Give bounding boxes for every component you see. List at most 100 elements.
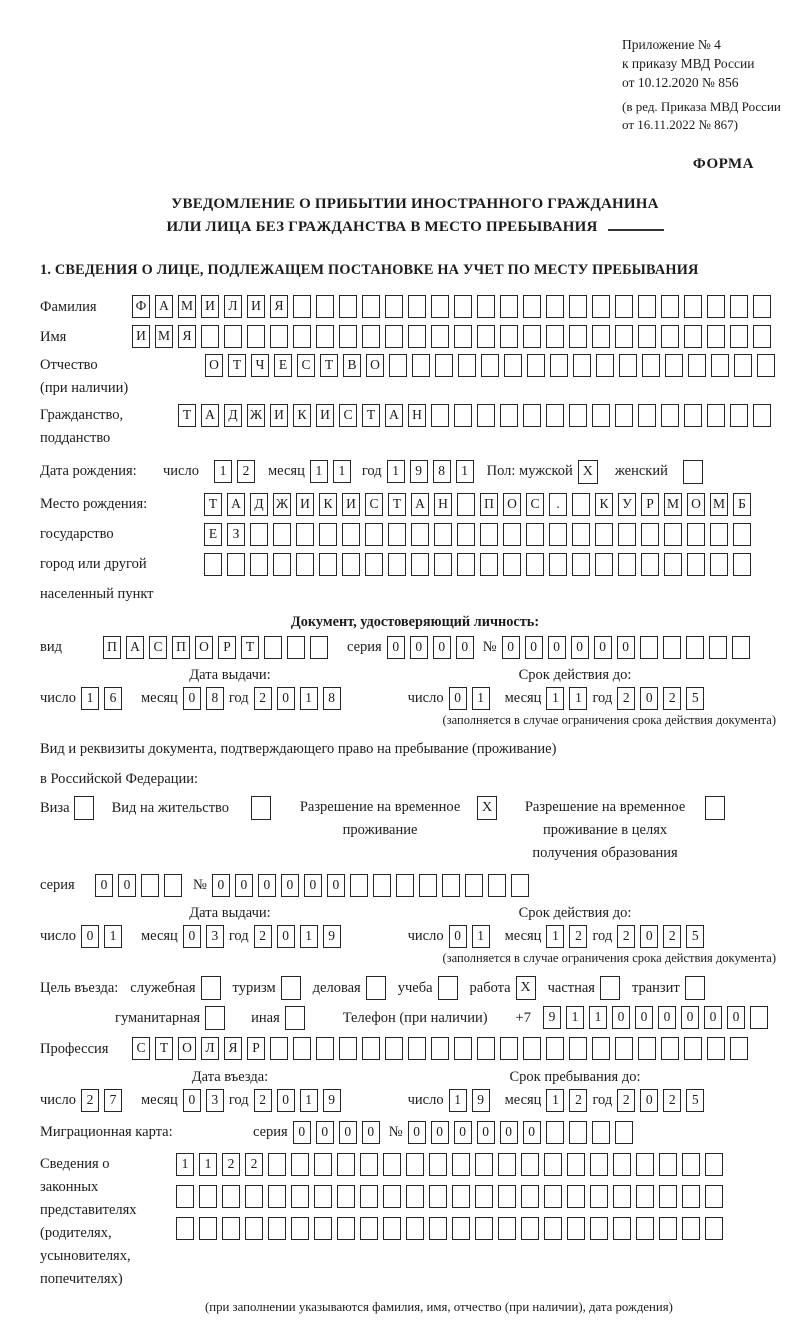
char-box[interactable]: [707, 294, 725, 318]
char-box[interactable]: Ж: [247, 403, 265, 427]
char-box[interactable]: 0: [182, 686, 201, 710]
char-box[interactable]: [270, 1036, 288, 1060]
char-box[interactable]: 1: [80, 686, 99, 710]
char-box[interactable]: 0: [407, 1120, 426, 1144]
char-box[interactable]: У: [618, 492, 636, 516]
char-box[interactable]: [500, 324, 518, 348]
char-box[interactable]: К: [319, 492, 337, 516]
char-box[interactable]: [638, 324, 656, 348]
char-box[interactable]: [641, 522, 659, 546]
char-box[interactable]: [682, 1216, 700, 1240]
char-box[interactable]: Т: [362, 403, 380, 427]
char-box[interactable]: [659, 1152, 677, 1176]
char-box[interactable]: 0: [570, 635, 589, 659]
char-box[interactable]: [665, 353, 683, 377]
char-box[interactable]: [521, 1184, 539, 1208]
char-box[interactable]: [316, 294, 334, 318]
char-box[interactable]: [730, 1036, 748, 1060]
char-box[interactable]: 1: [299, 924, 318, 948]
char-box[interactable]: 2: [569, 1088, 588, 1112]
char-box[interactable]: 0: [276, 924, 295, 948]
char-box[interactable]: 0: [315, 1120, 334, 1144]
checkbox-purpose-other[interactable]: [284, 1005, 305, 1030]
char-box[interactable]: П: [103, 635, 121, 659]
char-box[interactable]: 0: [432, 635, 451, 659]
char-box[interactable]: [475, 1216, 493, 1240]
char-box[interactable]: 1: [448, 1088, 467, 1112]
char-box[interactable]: О: [178, 1036, 196, 1060]
char-box[interactable]: [477, 403, 495, 427]
char-box[interactable]: [521, 1216, 539, 1240]
char-box[interactable]: 1: [214, 460, 232, 484]
char-box[interactable]: 8: [432, 460, 451, 484]
char-box[interactable]: 3: [205, 1088, 224, 1112]
char-box[interactable]: 0: [640, 1088, 659, 1112]
char-box[interactable]: [707, 1036, 725, 1060]
char-box[interactable]: [569, 1036, 587, 1060]
char-box[interactable]: 0: [448, 924, 467, 948]
char-box[interactable]: [429, 1216, 447, 1240]
char-box[interactable]: 0: [611, 1006, 630, 1030]
char-box[interactable]: 2: [569, 924, 588, 948]
char-box[interactable]: 0: [640, 924, 659, 948]
char-box[interactable]: [682, 1184, 700, 1208]
char-box[interactable]: [408, 324, 426, 348]
char-box[interactable]: 0: [257, 873, 276, 897]
char-box[interactable]: [452, 1152, 470, 1176]
char-box[interactable]: 0: [499, 1120, 518, 1144]
char-box[interactable]: [314, 1184, 332, 1208]
char-box[interactable]: [567, 1216, 585, 1240]
char-box[interactable]: [458, 353, 476, 377]
char-box[interactable]: [406, 1216, 424, 1240]
char-box[interactable]: И: [342, 492, 360, 516]
char-box[interactable]: [383, 1216, 401, 1240]
char-box[interactable]: [477, 324, 495, 348]
char-box[interactable]: [434, 522, 452, 546]
char-box[interactable]: [339, 1036, 357, 1060]
char-box[interactable]: [268, 1184, 286, 1208]
char-box[interactable]: Т: [155, 1036, 173, 1060]
char-box[interactable]: [572, 492, 590, 516]
char-box[interactable]: Т: [204, 492, 222, 516]
char-box[interactable]: Я: [270, 294, 288, 318]
char-box[interactable]: [268, 1216, 286, 1240]
char-box[interactable]: И: [132, 324, 150, 348]
char-box[interactable]: И: [201, 294, 219, 318]
char-box[interactable]: О: [195, 635, 213, 659]
char-box[interactable]: [545, 1120, 564, 1144]
char-box[interactable]: [705, 1184, 723, 1208]
char-box[interactable]: М: [664, 492, 682, 516]
char-box[interactable]: 0: [326, 873, 345, 897]
char-box[interactable]: 0: [276, 1088, 295, 1112]
char-box[interactable]: Н: [408, 403, 426, 427]
char-box[interactable]: 0: [703, 1006, 722, 1030]
checkbox-purpose-business[interactable]: [365, 975, 386, 1000]
char-box[interactable]: [441, 873, 460, 897]
char-box[interactable]: С: [365, 492, 383, 516]
char-box[interactable]: [590, 1152, 608, 1176]
checkbox-visa[interactable]: [73, 795, 94, 820]
char-box[interactable]: С: [526, 492, 544, 516]
char-box[interactable]: [733, 552, 751, 576]
char-box[interactable]: Т: [320, 353, 338, 377]
char-box[interactable]: [636, 1152, 654, 1176]
char-box[interactable]: [287, 635, 305, 659]
char-box[interactable]: [454, 403, 472, 427]
char-box[interactable]: [418, 873, 437, 897]
char-box[interactable]: [503, 522, 521, 546]
char-box[interactable]: [293, 1036, 311, 1060]
char-box[interactable]: [569, 294, 587, 318]
char-box[interactable]: [362, 324, 380, 348]
char-box[interactable]: [291, 1216, 309, 1240]
char-box[interactable]: [457, 492, 475, 516]
char-box[interactable]: [521, 1152, 539, 1176]
char-box[interactable]: [659, 1216, 677, 1240]
char-box[interactable]: [429, 1152, 447, 1176]
checkbox-male[interactable]: X: [577, 459, 598, 484]
char-box[interactable]: 0: [634, 1006, 653, 1030]
char-box[interactable]: [592, 1036, 610, 1060]
char-box[interactable]: [500, 294, 518, 318]
char-box[interactable]: 2: [253, 686, 272, 710]
char-box[interactable]: [687, 552, 705, 576]
char-box[interactable]: [339, 294, 357, 318]
